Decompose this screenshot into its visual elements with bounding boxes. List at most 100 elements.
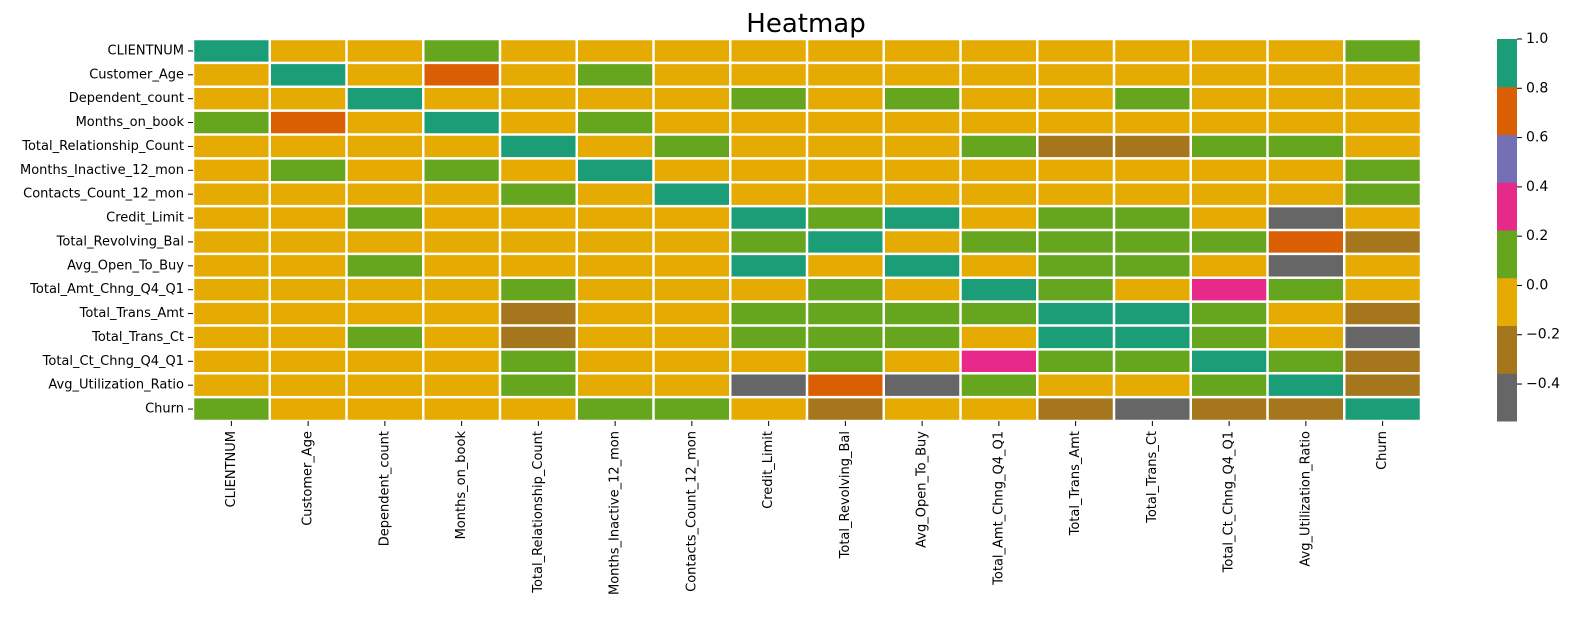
heatmap-cell: [1115, 183, 1190, 205]
heatmap-cell: [194, 302, 269, 325]
heatmap-cell: [885, 111, 960, 134]
heatmap-cell: [578, 64, 653, 86]
heatmap-cell: [501, 88, 576, 110]
heatmap-cell: [808, 279, 883, 301]
column-label: CLIENTNUM: [224, 431, 239, 508]
column-label: Total_Revolving_Bal: [838, 431, 853, 559]
heatmap-cell: [731, 398, 806, 420]
heatmap-cell: [1192, 111, 1267, 134]
heatmap-cell: [1038, 135, 1113, 158]
heatmap-cell: [885, 231, 960, 253]
heatmap-cell: [271, 255, 346, 277]
heatmap-cell: [885, 302, 960, 325]
heatmap-cell: [271, 207, 346, 229]
heatmap-cell: [194, 350, 269, 373]
heatmap-cell: [654, 231, 729, 253]
heatmap-cell: [347, 231, 422, 253]
heatmap-cell: [1345, 207, 1420, 229]
heatmap-cell: [961, 40, 1036, 62]
column-label: Customer_Age: [301, 431, 316, 526]
heatmap-cell: [961, 135, 1036, 158]
colorbar-tick-label: 0.6: [1526, 130, 1548, 146]
heatmap-cell: [1345, 40, 1420, 62]
heatmap-cell: [808, 231, 883, 253]
heatmap-cell: [654, 159, 729, 182]
heatmap-cell: [501, 135, 576, 158]
heatmap-cell: [1268, 159, 1343, 182]
heatmap-cell: [271, 40, 346, 62]
heatmap-cell: [808, 111, 883, 134]
column-label: Total_Trans_Ct: [1145, 431, 1160, 524]
heatmap-cell: [424, 255, 499, 277]
heatmap-cell: [271, 135, 346, 158]
heatmap-cell: [1192, 88, 1267, 110]
heatmap-cell: [578, 135, 653, 158]
colorbar-segment: [1497, 39, 1517, 88]
heatmap-cell: [424, 88, 499, 110]
heatmap-cell: [578, 183, 653, 205]
heatmap-cell: [501, 279, 576, 301]
heatmap-cell: [1192, 326, 1267, 349]
colorbar-segment: [1497, 86, 1517, 135]
heatmap-cell: [654, 207, 729, 229]
heatmap-cell: [271, 231, 346, 253]
heatmap-cell: [347, 183, 422, 205]
heatmap-cell: [1038, 88, 1113, 110]
heatmap-cell: [347, 326, 422, 349]
heatmap-cell: [1038, 398, 1113, 420]
heatmap-cell: [347, 88, 422, 110]
row-label: Total_Ct_Chng_Q4_Q1: [42, 354, 184, 369]
heatmap-cell: [501, 398, 576, 420]
column-label: Avg_Open_To_Buy: [915, 431, 930, 548]
heatmap-cell: [731, 111, 806, 134]
heatmap-cell: [347, 207, 422, 229]
heatmap-cell: [194, 326, 269, 349]
heatmap-cell: [654, 88, 729, 110]
heatmap-cell: [961, 64, 1036, 86]
heatmap-cell: [731, 135, 806, 158]
heatmap-cell: [731, 279, 806, 301]
heatmap-cell: [961, 111, 1036, 134]
heatmap-cell: [578, 159, 653, 182]
heatmap-cell: [808, 398, 883, 420]
colorbar-segment: [1497, 230, 1517, 279]
heatmap-cell: [1192, 398, 1267, 420]
heatmap-cell: [578, 326, 653, 349]
heatmap-cell: [1038, 255, 1113, 277]
heatmap-cell: [808, 326, 883, 349]
heatmap-cell: [654, 135, 729, 158]
heatmap-cell: [347, 398, 422, 420]
column-label: Total_Amt_Chng_Q4_Q1: [991, 431, 1006, 586]
row-label: Avg_Open_To_Buy: [67, 258, 184, 273]
colorbar-tick-label: 0.0: [1526, 277, 1548, 293]
heatmap-cell: [578, 302, 653, 325]
heatmap-cell: [1192, 374, 1267, 396]
heatmap-cell: [1345, 398, 1420, 420]
heatmap-cell: [347, 111, 422, 134]
heatmap-cell: [1038, 279, 1113, 301]
heatmap-cell: [501, 326, 576, 349]
heatmap-cell: [654, 302, 729, 325]
heatmap-cell: [424, 350, 499, 373]
heatmap-cell: [271, 326, 346, 349]
heatmap-cell: [501, 40, 576, 62]
heatmap-cell: [1192, 40, 1267, 62]
heatmap-cell: [731, 183, 806, 205]
column-label: Contacts_Count_12_mon: [684, 431, 699, 592]
chart-title: Heatmap: [746, 9, 865, 39]
heatmap-cell: [1268, 302, 1343, 325]
heatmap-cell: [654, 183, 729, 205]
heatmap-cell: [885, 135, 960, 158]
heatmap-cell: [271, 159, 346, 182]
heatmap-cell: [1192, 255, 1267, 277]
heatmap-cell: [347, 135, 422, 158]
column-label: Avg_Utilization_Ratio: [1298, 431, 1313, 567]
heatmap-cell: [424, 64, 499, 86]
heatmap-cell: [1268, 40, 1343, 62]
column-label: Credit_Limit: [761, 431, 776, 509]
colorbar-segment: [1497, 373, 1517, 422]
colorbar-tick-label: −0.4: [1526, 376, 1560, 392]
heatmap-cell: [424, 159, 499, 182]
heatmap-cell: [1115, 255, 1190, 277]
heatmap-cell: [885, 326, 960, 349]
